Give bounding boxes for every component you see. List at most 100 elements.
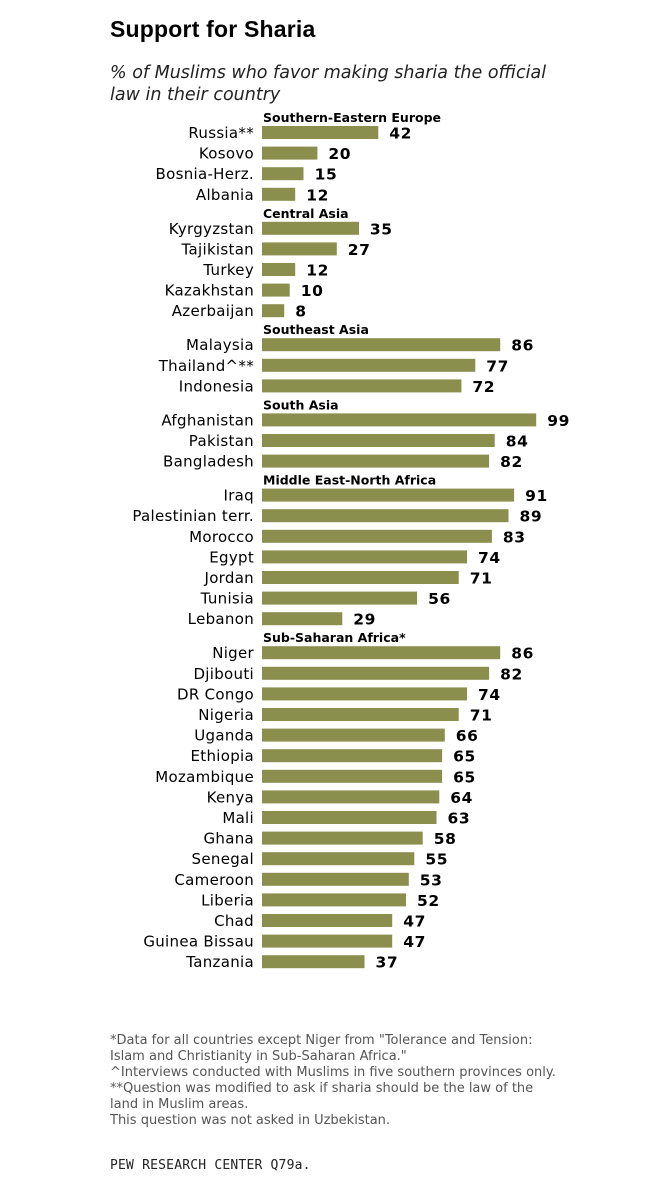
bar <box>262 454 490 468</box>
bar <box>262 550 467 564</box>
bar <box>262 304 285 318</box>
bar <box>262 571 459 584</box>
bar <box>262 612 343 626</box>
category-label: Kenya <box>207 788 254 806</box>
category-label: Lebanon <box>188 610 254 628</box>
category-label: Kosovo <box>199 145 254 163</box>
value-label: 47 <box>403 933 426 951</box>
footnotes: *Data for all countries except Niger fro… <box>110 1033 560 1129</box>
category-label: Iraq <box>223 487 254 505</box>
value-label: 56 <box>428 590 451 608</box>
bar <box>262 728 445 742</box>
bar <box>262 242 337 256</box>
value-label: 65 <box>453 748 476 766</box>
bar <box>262 749 443 763</box>
bar <box>262 126 379 139</box>
value-label: 10 <box>301 282 324 300</box>
value-label: 12 <box>306 186 329 204</box>
bar <box>262 146 318 160</box>
group-label: Southeast Asia <box>263 322 369 337</box>
bar <box>262 934 393 948</box>
bar <box>262 591 418 605</box>
bar <box>262 955 365 969</box>
category-label: Indonesia <box>179 377 254 395</box>
value-label: 99 <box>547 412 570 430</box>
chart-subtitle: % of Muslims who favor making sharia the… <box>110 63 547 105</box>
footnote: ^Interviews conducted with Muslims in fi… <box>110 1065 556 1080</box>
category-label: Uganda <box>194 727 254 745</box>
bar <box>262 167 304 181</box>
footnote: This question was not asked in Uzbekista… <box>110 1113 391 1128</box>
value-label: 35 <box>370 220 393 238</box>
category-label: Guinea Bissau <box>143 933 254 951</box>
bar <box>262 872 409 886</box>
category-label: Niger <box>212 644 254 662</box>
category-label: Kazakhstan <box>165 282 254 300</box>
value-label: 82 <box>500 453 523 471</box>
category-label: Cameroon <box>174 871 254 889</box>
category-label: Afghanistan <box>161 411 254 429</box>
value-label: 65 <box>453 768 476 786</box>
value-label: 86 <box>511 337 534 355</box>
category-label: Thailand^** <box>158 357 254 375</box>
value-label: 89 <box>520 508 543 526</box>
value-label: 71 <box>470 570 493 588</box>
value-label: 86 <box>511 645 534 663</box>
value-label: 8 <box>295 303 306 321</box>
value-label: 42 <box>389 125 412 143</box>
bar <box>262 187 296 201</box>
bar <box>262 379 462 393</box>
category-label: Tunisia <box>200 590 254 608</box>
bar <box>262 221 359 235</box>
category-label: Albania <box>196 186 254 204</box>
bar <box>262 893 406 907</box>
category-label: Kyrgyzstan <box>169 220 254 238</box>
value-label: 47 <box>403 913 426 931</box>
bar <box>262 283 290 297</box>
bar-chart: Southern-Eastern Europe Russia** 42 Kosovo 2… <box>132 110 570 972</box>
category-label: Bangladesh <box>163 453 254 471</box>
bar <box>262 790 440 804</box>
value-label: 64 <box>450 789 473 807</box>
category-label: Chad <box>214 912 254 930</box>
bar <box>262 263 296 276</box>
category-label: Mozambique <box>155 768 254 786</box>
category-label: Liberia <box>201 891 254 909</box>
value-label: 84 <box>506 433 529 451</box>
value-label: 63 <box>448 810 471 828</box>
group-label: South Asia <box>263 397 339 412</box>
category-label: Tanzania <box>185 953 254 971</box>
category-label: DR Congo <box>177 685 254 703</box>
bar <box>262 914 393 927</box>
group-label: Southern-Eastern Europe <box>263 110 441 125</box>
bar <box>262 708 459 721</box>
category-label: Nigeria <box>198 706 254 724</box>
value-label: 82 <box>500 665 523 683</box>
category-label: Tajikistan <box>181 240 254 258</box>
bar <box>262 852 415 866</box>
footnote: **Question was modified to ask if sharia… <box>110 1081 534 1112</box>
category-label: Djibouti <box>193 665 254 683</box>
value-label: 20 <box>328 145 351 163</box>
value-label: 83 <box>503 528 526 546</box>
group-label: Middle East-North Africa <box>263 473 436 488</box>
bar <box>262 434 495 447</box>
category-label: Egypt <box>209 548 254 566</box>
category-label: Ghana <box>203 830 254 848</box>
category-label: Turkey <box>202 261 254 279</box>
bar <box>262 769 443 783</box>
value-label: 91 <box>525 487 548 505</box>
bar <box>262 338 501 352</box>
bar <box>262 488 515 502</box>
value-label: 29 <box>353 611 376 629</box>
bar <box>262 831 423 845</box>
value-label: 71 <box>470 707 493 725</box>
value-label: 58 <box>434 830 457 848</box>
category-label: Jordan <box>203 569 254 587</box>
value-label: 12 <box>306 262 329 280</box>
value-label: 74 <box>478 686 501 704</box>
footnote: *Data for all countries except Niger fro… <box>110 1033 533 1064</box>
value-label: 55 <box>425 851 448 869</box>
bar <box>262 646 501 660</box>
category-label: Bosnia-Herz. <box>156 165 254 183</box>
